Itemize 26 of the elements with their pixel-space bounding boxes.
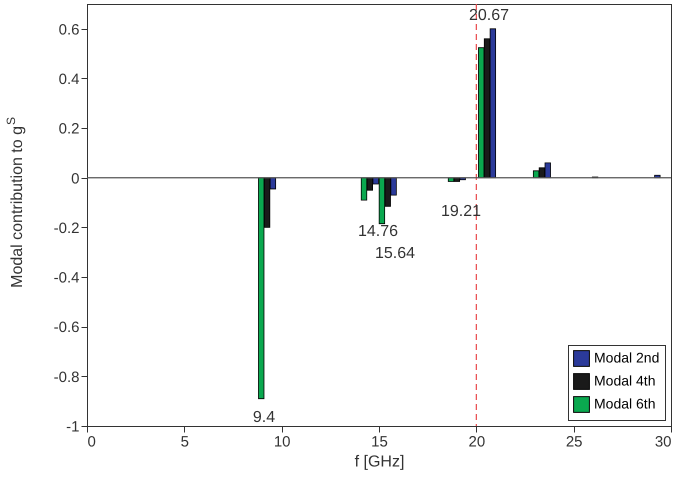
legend-label: Modal 2nd <box>594 350 660 366</box>
x-tick-label: 5 <box>180 434 190 450</box>
x-tick-label: 25 <box>566 434 583 450</box>
y-tick-label: -0.6 <box>54 319 80 336</box>
y-tick-label: 0 <box>71 170 80 188</box>
x-tick-label: 30 <box>654 434 672 450</box>
x-axis-title: f [GHz] <box>354 454 404 470</box>
legend-label: Modal 4th <box>594 372 656 388</box>
annotation: 20.67 <box>468 7 510 24</box>
y-tick-label: 0.2 <box>58 120 80 138</box>
y-tick-label: -0.8 <box>54 368 80 386</box>
annotation: 19.21 <box>440 203 482 220</box>
x-tick-label: 0 <box>88 434 96 450</box>
y-tick-label: -0.4 <box>54 270 80 287</box>
legend-label: Modal 6th <box>594 396 656 412</box>
x-tick-label: 20 <box>468 434 486 450</box>
y-tick-label: 0.4 <box>58 70 80 88</box>
x-tick-label: 10 <box>274 434 291 450</box>
y-axis-title: Modal contribution to gS <box>4 116 26 288</box>
annotation: 14.76 <box>358 223 398 240</box>
y-tick-label: -0.2 <box>54 220 80 237</box>
y-tick-label: -1 <box>66 418 80 436</box>
y-tick-label: 0.6 <box>58 21 80 38</box>
annotation: 15.64 <box>374 245 416 262</box>
x-tick-label: 15 <box>371 434 388 450</box>
annotation: 9.4 <box>252 409 276 426</box>
